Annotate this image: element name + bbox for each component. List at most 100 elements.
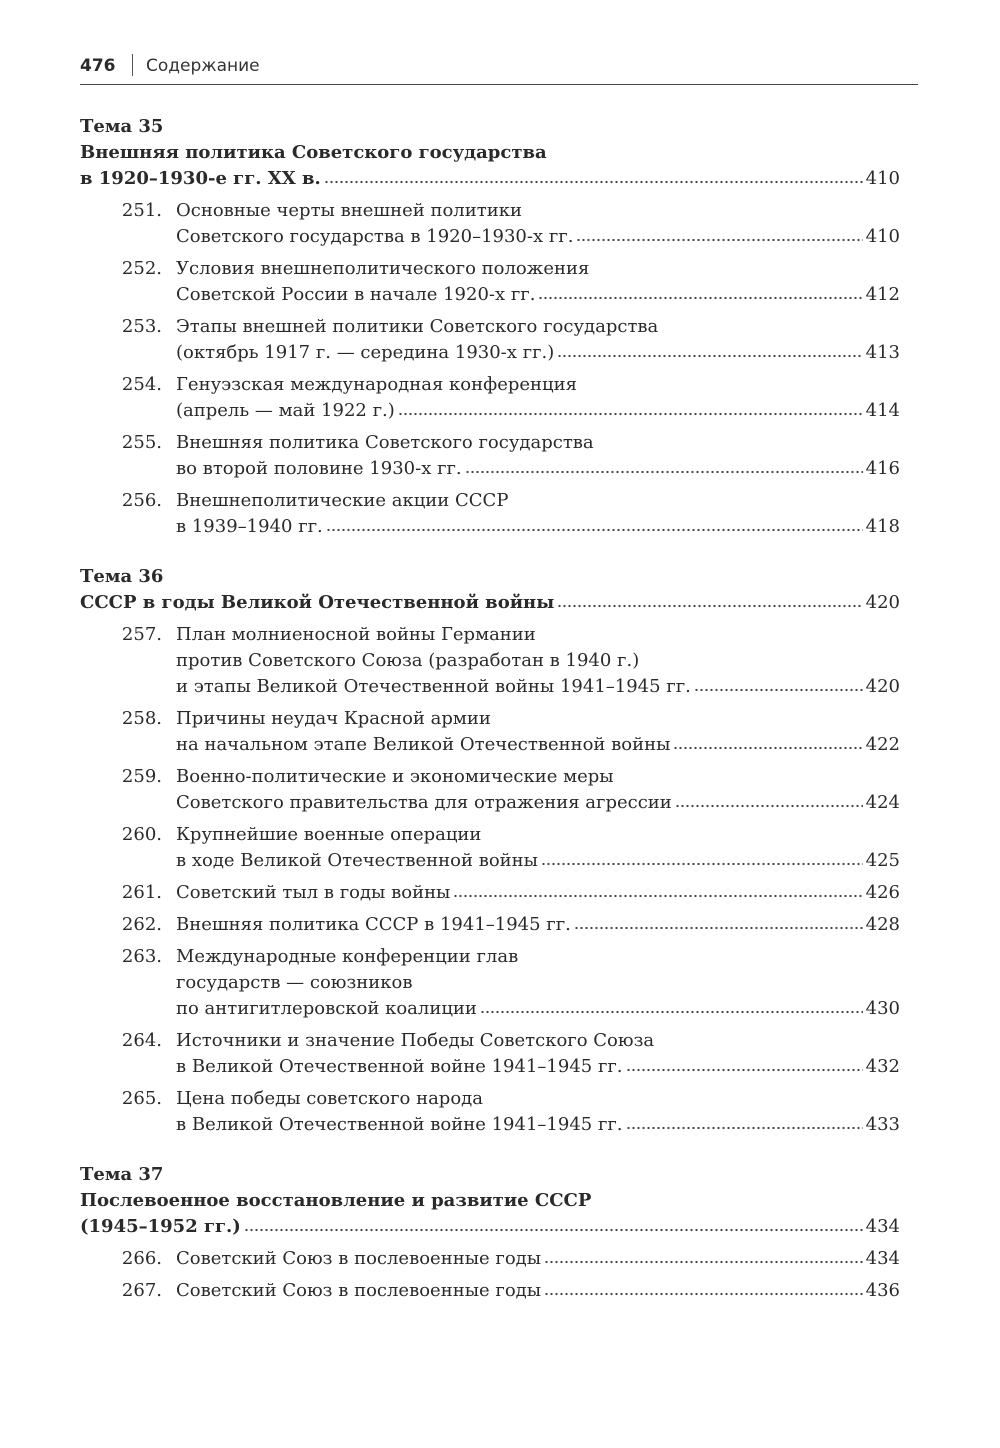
toc-entry[interactable]: 253. Этапы внешней политики Советского го… <box>80 314 900 366</box>
toc-entry[interactable]: 255. Внешняя политика Советского государс… <box>80 430 900 482</box>
toc-line-with-page: Внешняя политика СССР в 1941–1945 гг. 428 <box>176 912 900 938</box>
entry-number: 257. <box>121 624 162 645</box>
table-of-contents: Тема 35 Внешняя политика Советского госуд… <box>80 114 900 1328</box>
entry-line: Внешнеполитические акции СССР <box>176 490 509 511</box>
dot-leader <box>625 1120 863 1130</box>
toc-line-with-page: в 1939–1940 гг. 418 <box>176 514 900 540</box>
toc-line-with-page: по антигитлеровской коалиции 430 <box>176 996 900 1022</box>
toc-entry[interactable]: 257. План молниеносной войны Германии прот… <box>80 622 900 700</box>
dot-leader <box>453 888 863 898</box>
topic-section: Тема 35 Внешняя политика Советского госуд… <box>80 114 900 540</box>
toc-entry[interactable]: 262. Внешняя политика СССР в 1941–1945 гг… <box>80 912 900 938</box>
entry-number: 252. <box>121 258 162 279</box>
entry-number: 259. <box>121 766 162 787</box>
entry-text: в Великой Отечественной войне 1941–1945 … <box>176 1114 623 1135</box>
toc-line-with-page: (октябрь 1917 г. — середина 1930-х гг.) 4… <box>176 340 900 366</box>
entry-text: в ходе Великой Отечественной войны <box>176 850 539 871</box>
entry-line: Международные конференции глав <box>176 946 519 967</box>
dot-leader <box>464 464 863 474</box>
toc-line-with-page: в 1920–1930-е гг. XX в. 410 <box>80 166 900 192</box>
toc-line-with-page: (1945–1952 гг.) 434 <box>80 1214 900 1240</box>
page-ref: 412 <box>865 284 900 305</box>
entry-body: Военно-политические и экономические меры… <box>176 764 900 816</box>
entry-line: Крупнейшие военные операции <box>176 824 482 845</box>
toc-line-with-page: Советский Союз в послевоенные годы 436 <box>176 1278 900 1304</box>
page-ref: 424 <box>865 792 900 813</box>
toc-entry[interactable]: 252. Условия внешнеполитического положени… <box>80 256 900 308</box>
page-ref: 414 <box>865 400 900 421</box>
page-ref: 416 <box>865 458 900 479</box>
topic-label: Тема 36 <box>80 566 164 587</box>
toc-entry[interactable]: 261. Советский тыл в годы войны 426 <box>80 880 900 906</box>
toc-entry[interactable]: 267. Советский Союз в послевоенные годы 43… <box>80 1278 900 1304</box>
toc-line-with-page: в Великой Отечественной войне 1941–1945 … <box>176 1054 900 1080</box>
entry-text: (апрель — май 1922 г.) <box>176 400 395 421</box>
page-ref: 420 <box>865 592 900 613</box>
page-ref: 434 <box>865 1216 900 1237</box>
page-ref: 422 <box>865 734 900 755</box>
entry-text: Внешняя политика СССР в 1941–1945 гг. <box>176 914 571 935</box>
entry-number: 256. <box>121 490 162 511</box>
dot-leader <box>541 856 863 866</box>
dot-leader <box>673 740 863 750</box>
entry-body: Внешняя политика Советского государства в… <box>176 430 900 482</box>
entry-number: 265. <box>121 1088 162 1109</box>
entry-body: Генуэзская международная конференция (апр… <box>176 372 900 424</box>
entry-line: Генуэзская международная конференция <box>176 374 577 395</box>
entry-text: на начальном этапе Великой Отечественной… <box>176 734 671 755</box>
toc-line-with-page: в Великой Отечественной войне 1941–1945 … <box>176 1112 900 1138</box>
entry-body: Международные конференции глав государств… <box>176 944 900 1022</box>
running-title: Содержание <box>146 56 260 76</box>
entry-text: (октябрь 1917 г. — середина 1930-х гг.) <box>176 342 555 363</box>
entry-text: Советский Союз в послевоенные годы <box>176 1248 542 1269</box>
entry-text: СССР в годы Великой Отечественной войны <box>80 592 555 613</box>
entry-body: Цена победы советского народа в Великой О… <box>176 1086 900 1138</box>
toc-entry[interactable]: 254. Генуэзская международная конференция… <box>80 372 900 424</box>
dot-leader <box>576 232 863 242</box>
entry-text: Советской России в начале 1920-х гг. <box>176 284 536 305</box>
entry-body: Основные черты внешней политики Советског… <box>176 198 900 250</box>
entry-number: 253. <box>121 316 162 337</box>
header-divider <box>132 54 133 76</box>
entry-text: Советского государства в 1920–1930-х гг. <box>176 226 574 247</box>
entry-body: Советский Союз в послевоенные годы 434 <box>176 1246 900 1272</box>
entry-text: в 1920–1930-е гг. XX в. <box>80 168 321 189</box>
toc-line-with-page: и этапы Великой Отечественной войны 1941… <box>176 674 900 700</box>
toc-entry[interactable]: 263. Международные конференции глав госуда… <box>80 944 900 1022</box>
toc-entry[interactable]: 251. Основные черты внешней политики Совет… <box>80 198 900 250</box>
entry-line: Внешняя политика Советского государства <box>176 432 594 453</box>
dot-leader <box>557 348 863 358</box>
entry-body: Советский Союз в послевоенные годы 436 <box>176 1278 900 1304</box>
page-ref: 410 <box>865 226 900 247</box>
entry-body: Условия внешнеполитического положения Сов… <box>176 256 900 308</box>
entry-number: 255. <box>121 432 162 453</box>
entry-line: Этапы внешней политики Советского госуда… <box>176 316 659 337</box>
page-ref: 410 <box>865 168 900 189</box>
topic-title-line: Послевоенное восстановление и развитие С… <box>80 1190 592 1211</box>
page-ref: 420 <box>865 676 900 697</box>
entry-line: План молниеносной войны Германии <box>176 624 536 645</box>
entry-number: 264. <box>121 1030 162 1051</box>
toc-entry[interactable]: 266. Советский Союз в послевоенные годы 43… <box>80 1246 900 1272</box>
dot-leader <box>693 682 863 692</box>
entry-body: План молниеносной войны Германии против С… <box>176 622 900 700</box>
toc-line-with-page: Советского государства в 1920–1930-х гг.… <box>176 224 900 250</box>
topic-label: Тема 37 <box>80 1164 164 1185</box>
toc-line-with-page: (апрель — май 1922 г.) 414 <box>176 398 900 424</box>
dot-leader <box>544 1286 863 1296</box>
toc-entry[interactable]: 260. Крупнейшие военные операции в ходе Ве… <box>80 822 900 874</box>
entry-text: по антигитлеровской коалиции <box>176 998 477 1019</box>
page-ref: 434 <box>865 1248 900 1269</box>
dot-leader <box>544 1254 863 1264</box>
toc-line-with-page: в ходе Великой Отечественной войны 425 <box>176 848 900 874</box>
entry-text: во второй половине 1930-х гг. <box>176 458 462 479</box>
entry-line: Военно-политические и экономические меры <box>176 766 614 787</box>
entry-number: 258. <box>121 708 162 729</box>
entry-number: 251. <box>121 200 162 221</box>
toc-entry[interactable]: 265. Цена победы советского народа в Велик… <box>80 1086 900 1138</box>
toc-entry[interactable]: 264. Источники и значение Победы Советско… <box>80 1028 900 1080</box>
toc-entry[interactable]: 259. Военно-политические и экономические … <box>80 764 900 816</box>
page-ref: 432 <box>865 1056 900 1077</box>
toc-entry[interactable]: 256. Внешнеполитические акции СССР в 1939–… <box>80 488 900 540</box>
toc-entry[interactable]: 258. Причины неудач Красной армии на начал… <box>80 706 900 758</box>
